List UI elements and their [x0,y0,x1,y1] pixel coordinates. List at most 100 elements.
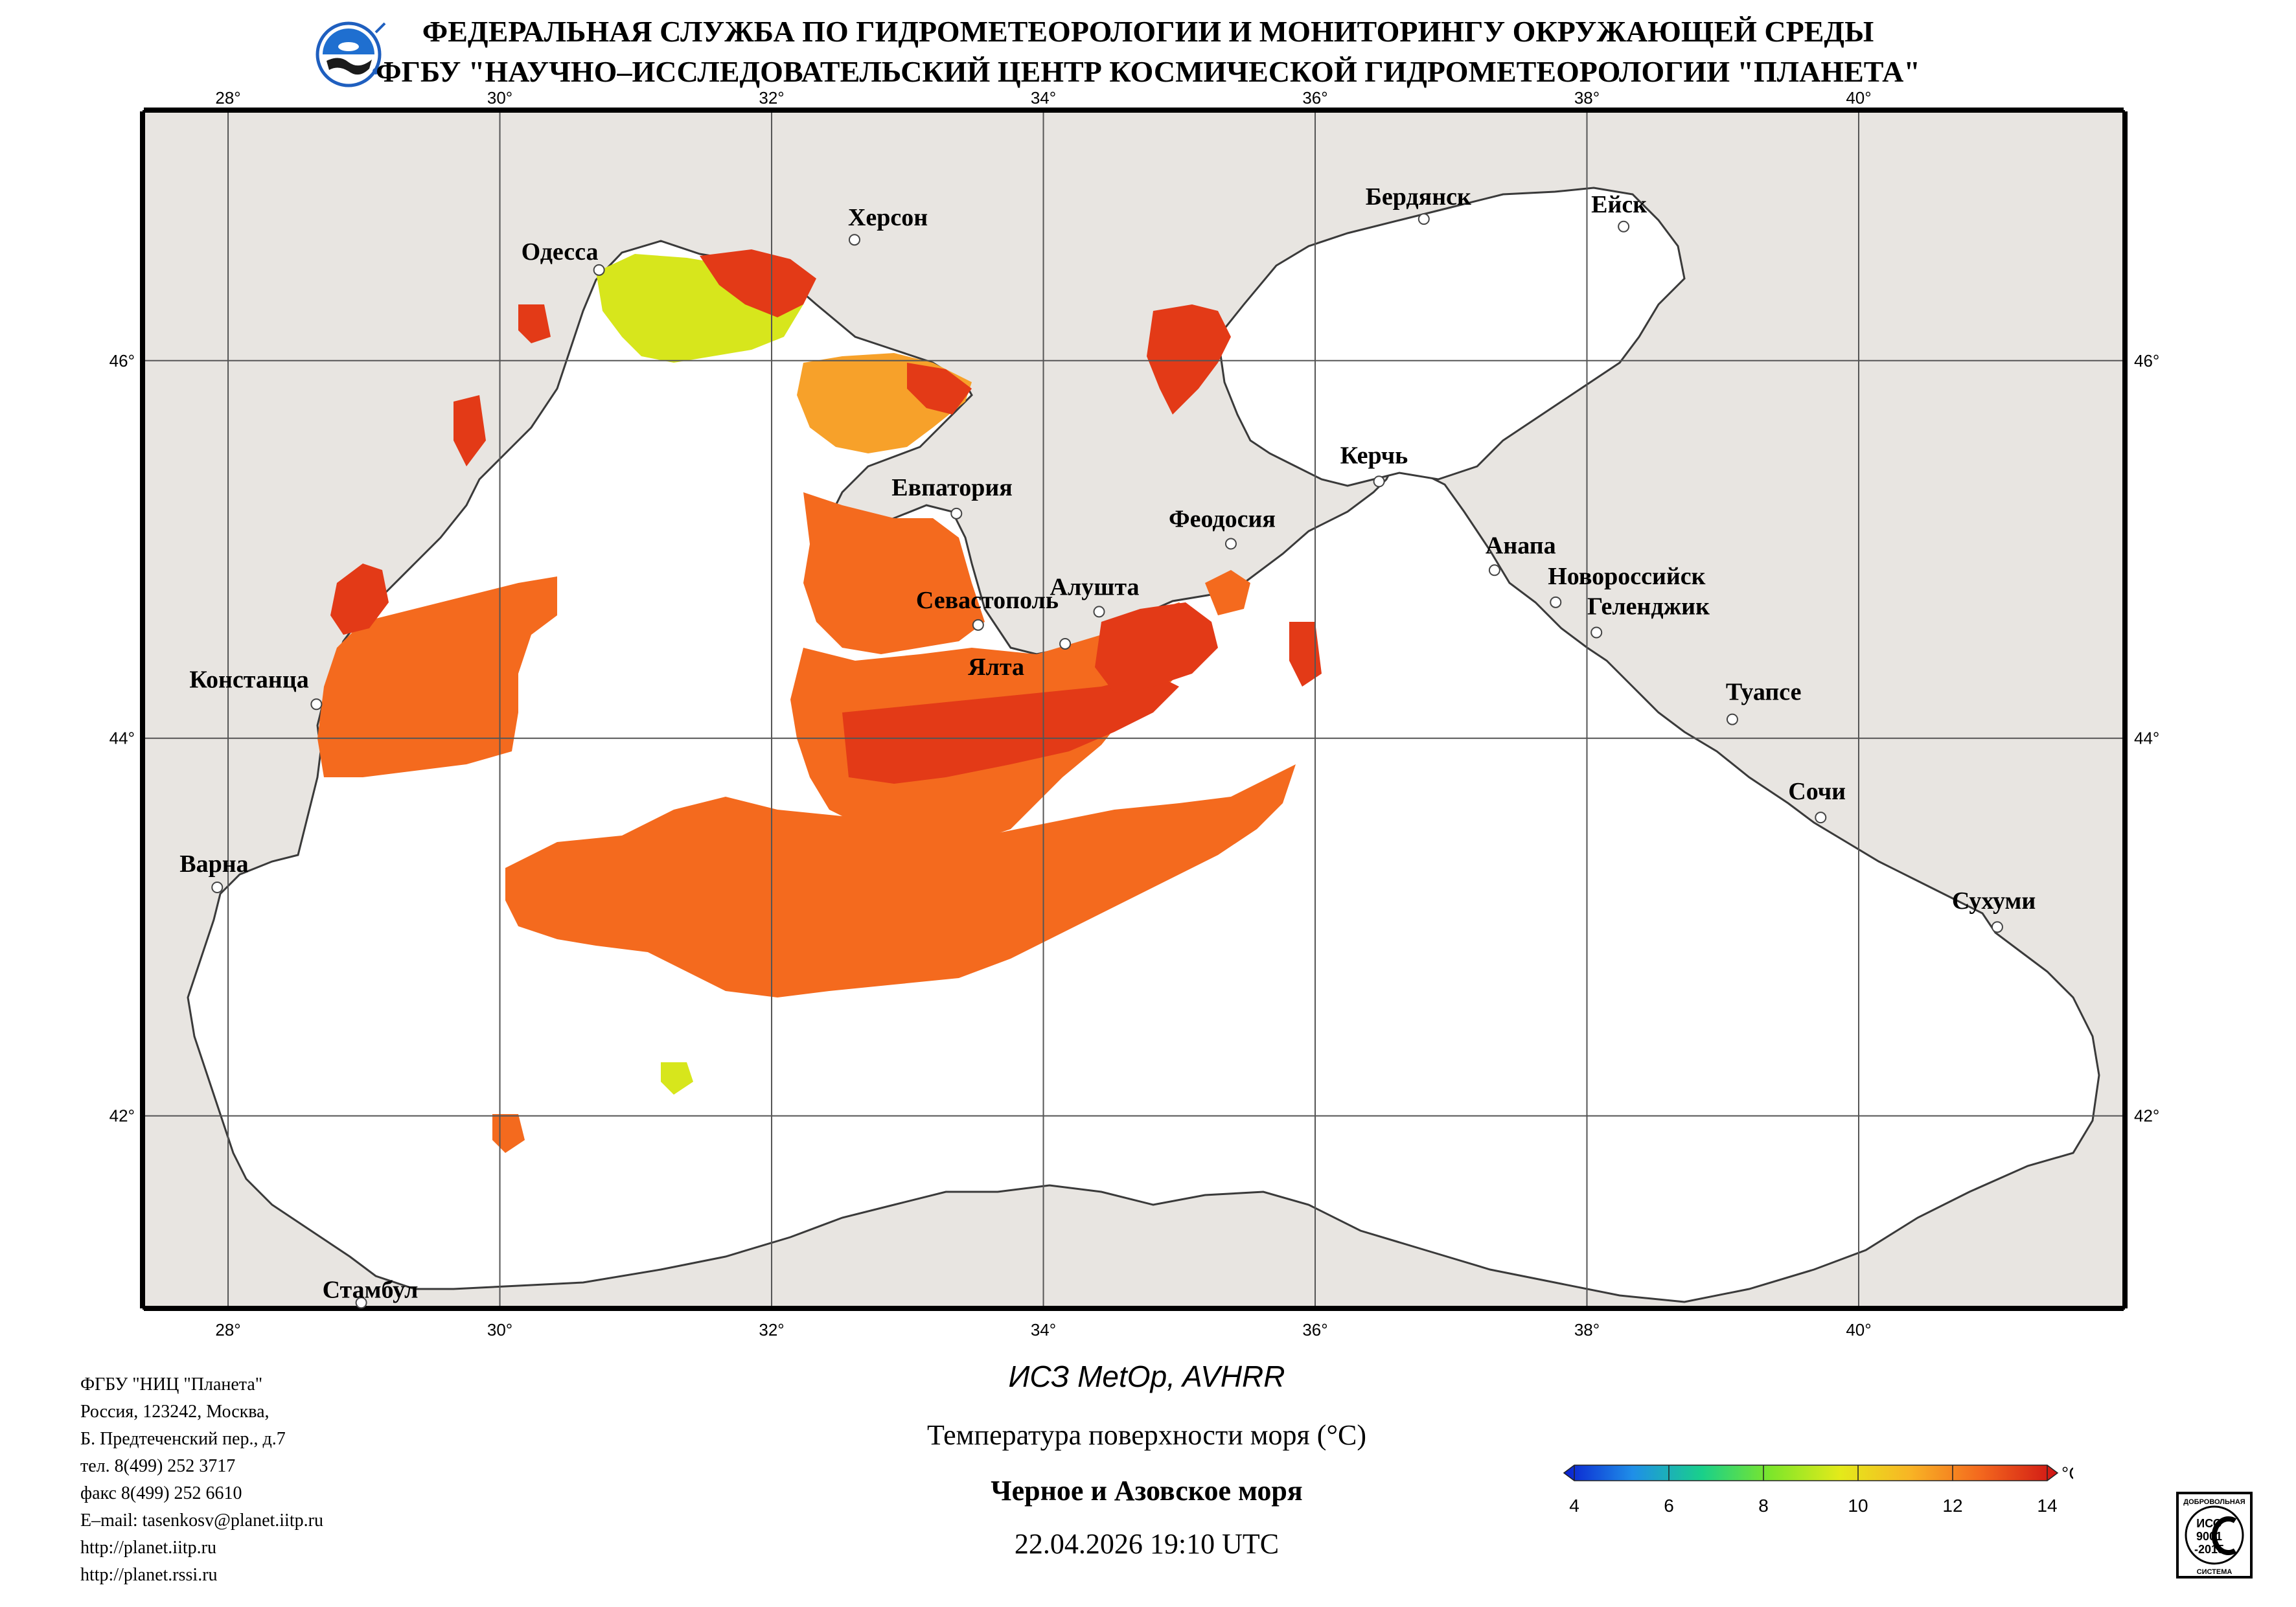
longitude-label: 30° [487,1320,512,1339]
contact-line: ФГБУ "НИЦ "Планета" [80,1374,263,1395]
city-label: Евпатория [891,474,1013,501]
city-dot-icon [1059,637,1072,650]
city-dot-icon [1488,564,1500,576]
contact-website-link[interactable]: http://planet.rssi.ru [80,1565,218,1585]
longitude-label: 40° [1846,1320,1871,1339]
city-label: Геленджик [1587,593,1710,620]
iso-certification-badge: ДОБРОВОЛЬНАЯ ИСО 9001 -2015 СИСТЕМА [2175,1491,2253,1579]
city-marker: Варна [179,850,249,893]
region-caption: Черное и Азовское моря [991,1475,1303,1507]
black-sea-area [187,240,2100,1303]
city-label: Констанца [189,666,308,693]
city-label: Туапсе [1726,679,1802,706]
city-marker: Керчь [1340,442,1408,488]
map-graticule [144,111,2124,1308]
city-marker: Ялта [968,637,1072,681]
city-marker: Туапсе [1726,679,1802,725]
sst-patch-danube-delta [330,564,389,635]
city-marker: Алушта [1050,573,1139,618]
colorbar-tick-label: 10 [1848,1496,1868,1516]
sst-patch-feodosia [1205,570,1250,615]
latitude-label: 42° [2134,1106,2159,1126]
city-label: Новороссийск [1548,563,1705,590]
latitude-label: 44° [109,729,135,748]
planeta-logo [314,19,386,89]
city-marker: Херсон [848,204,928,246]
sensor-caption: ИСЗ MetOp, AVHRR [1008,1360,1285,1393]
longitude-label: 36° [1302,1320,1327,1339]
colorbar-bar [1563,1465,2059,1481]
city-dot-icon [848,234,860,246]
sst-patch-south-green [661,1062,693,1095]
longitude-label: 38° [1574,1320,1600,1339]
sst-patch-south-central [505,764,1296,997]
sst-patch-crimea-south [1095,602,1218,693]
city-label: Анапа [1486,532,1556,559]
longitude-label: 34° [1031,88,1056,108]
map-frame-ticks [140,108,2128,1311]
city-label: Херсон [848,204,928,231]
city-label: Сочи [1788,778,1846,805]
city-marker: Анапа [1486,532,1556,576]
city-dot-icon [1418,213,1430,225]
city-marker: Геленджик [1587,593,1710,639]
colorbar-tick-label: 8 [1758,1496,1769,1516]
sst-patch-azov-west [1147,304,1231,415]
city-dot-icon [211,881,224,893]
city-label: Ялта [968,654,1024,681]
longitude-label: 36° [1302,88,1327,108]
sst-patch-karkinit-hot [907,363,972,415]
sst-patch-dniester [453,395,486,466]
latitude-label: 42° [109,1106,135,1126]
city-dot-icon [310,698,323,711]
colorbar-tick-label: 14 [2037,1496,2057,1516]
city-dot-icon [355,1297,367,1309]
city-dot-icon [1991,921,2003,933]
longitude-label: 32° [759,1320,784,1339]
city-marker: Одесса [522,238,605,276]
colorbar-unit: °C [2061,1463,2073,1483]
city-dot-icon [1550,596,1562,608]
sst-patch-odessa-coast [518,304,551,343]
city-label: Сухуми [1952,887,2036,915]
parameter-caption: Температура поверхности моря (°C) [926,1419,1367,1451]
iso-badge-top: ДОБРОВОЛЬНАЯ [2183,1498,2245,1506]
longitude-label: 38° [1574,88,1600,108]
city-label: Стамбул [323,1276,419,1303]
longitude-label: 40° [1846,88,1871,108]
city-label: Одесса [522,238,599,266]
contact-line: Б. Предтеченский пер., д.7 [80,1429,286,1449]
latitude-label: 44° [2134,729,2159,748]
city-dot-icon [950,507,963,519]
contact-email[interactable]: E–mail: tasenkosv@planet.iitp.ru [80,1510,323,1531]
longitude-label: 28° [215,1320,240,1339]
city-marker: Бердянск [1366,183,1471,225]
contact-line: факс 8(499) 252 6610 [80,1483,242,1503]
contact-website-link[interactable]: http://planet.iitp.ru [80,1538,216,1558]
city-dot-icon [972,619,984,631]
city-marker: Констанца [189,666,323,711]
city-dot-icon [1815,812,1827,824]
contact-line: Россия, 123242, Москва, [80,1402,270,1422]
city-dot-icon [593,264,605,276]
latitude-label: 46° [109,351,135,370]
sea-of-azov-area [1217,187,1686,487]
city-label: Феодосия [1169,505,1276,532]
city-label: Ейск [1591,191,1647,218]
sst-patch-dnepr-bay [700,249,816,317]
header-title-line1: ФЕДЕРАЛЬНАЯ СЛУЖБА ПО ГИДРОМЕТЕОРОЛОГИИ … [422,15,1874,48]
datetime-caption: 22.04.2026 19:10 UTC [1014,1528,1280,1560]
longitude-label: 32° [759,88,784,108]
iso-badge-line2: 9001 [2196,1530,2222,1543]
city-label: Бердянск [1366,183,1471,211]
contact-line: тел. 8(499) 252 3717 [80,1456,236,1476]
sst-patch-romania-shelf [317,576,557,777]
latitude-label: 46° [2134,351,2159,370]
city-dot-icon [1224,538,1237,550]
planeta-globe-logo-icon [316,21,386,87]
city-dot-icon [1618,220,1630,233]
city-dot-icon [1590,626,1603,639]
iso-badge-bottom: СИСТЕМА [2197,1568,2233,1576]
longitude-label: 30° [487,88,512,108]
city-marker: Севастополь [916,587,1059,631]
